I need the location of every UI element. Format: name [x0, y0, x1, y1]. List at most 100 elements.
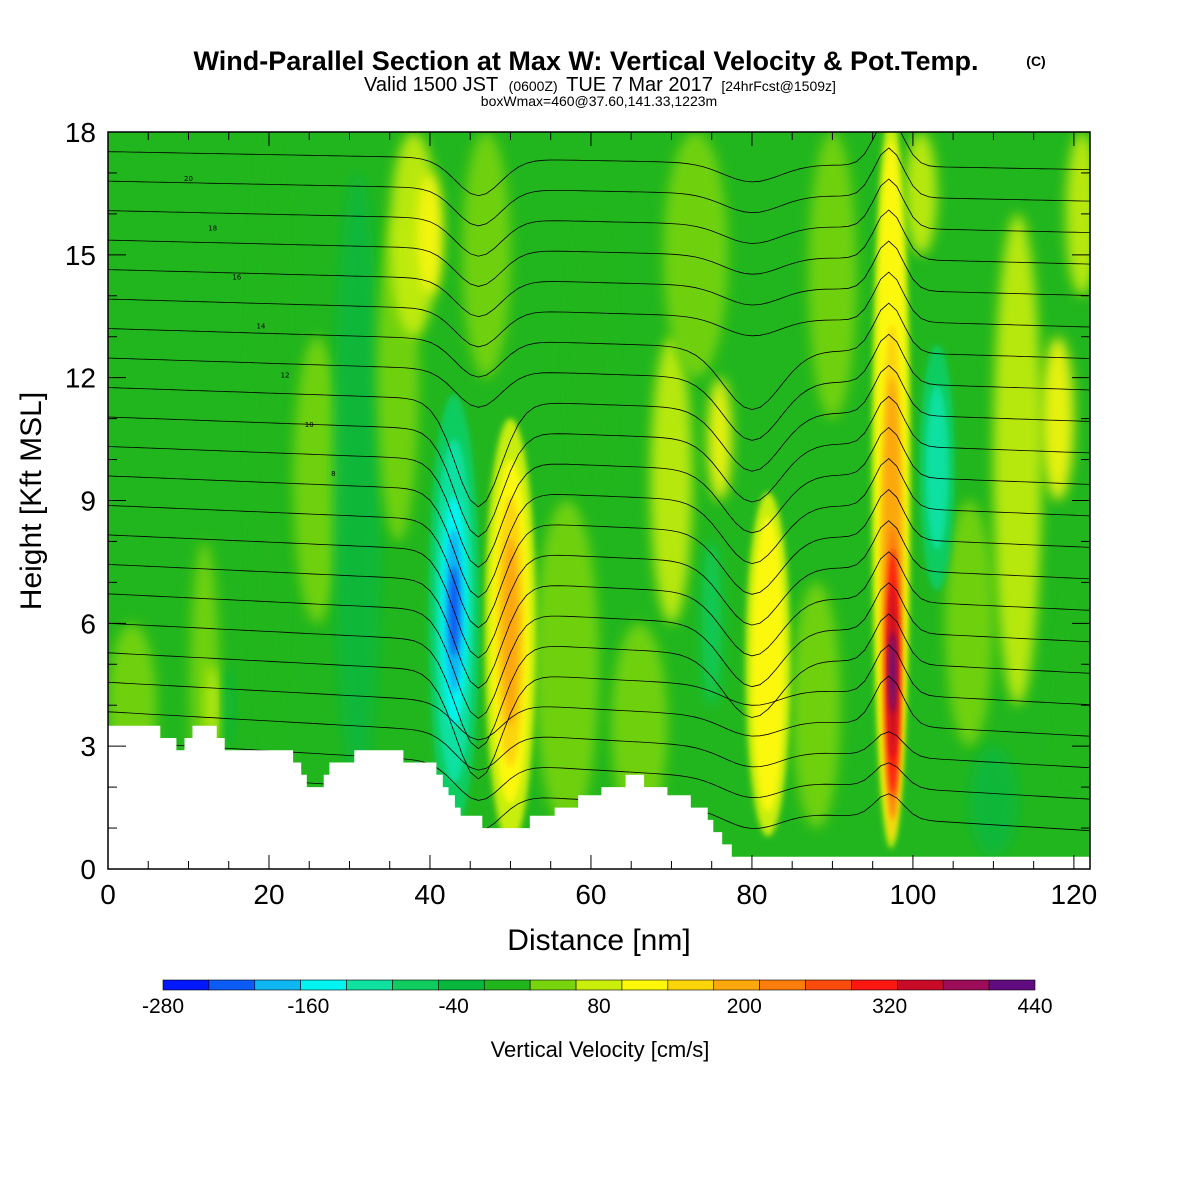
x-tick-label: 100	[890, 879, 937, 910]
copyright-mark: (C)	[1026, 53, 1045, 69]
theta-contour	[108, 711, 1090, 771]
colorbar-tick-label: -160	[287, 995, 329, 1018]
theta-contour-label: 12	[281, 372, 290, 380]
theta-contour	[108, 520, 1090, 659]
theta-contour	[108, 644, 1090, 780]
axes: 0 20 40 60 80 100 120 0 3 6 9 12 15 18	[65, 117, 1097, 910]
w-region	[1041, 336, 1074, 501]
colorbar-swatch	[254, 979, 301, 991]
theta-contour	[108, 551, 1090, 689]
y-axis-title: Height [Kft MSL]	[15, 392, 48, 610]
theta-contour	[108, 333, 1090, 441]
colorbar-swatch	[529, 979, 577, 991]
w-region	[223, 664, 234, 747]
valid-time: Valid 1500 JST	[364, 74, 498, 96]
w-region	[792, 582, 841, 829]
colorbar-swatch	[713, 979, 760, 991]
theta-contour-label: 16	[232, 273, 241, 281]
colorbar-swatch	[483, 979, 531, 991]
colorbar-swatch	[300, 979, 347, 991]
y-tick-label: 9	[80, 486, 96, 517]
colorbar-swatch	[162, 979, 210, 991]
theta-contour	[108, 302, 1090, 411]
x-tick-label: 40	[414, 879, 445, 910]
w-region	[1057, 582, 1090, 788]
colorbar-tick-label: 80	[587, 995, 610, 1018]
w-region	[707, 377, 732, 501]
valid-date: TUE 7 Mar 2017	[566, 74, 713, 96]
colorbar-title: Vertical Velocity [cm/s]	[491, 1037, 710, 1062]
theta-contour	[108, 147, 1090, 227]
theta-contour	[108, 132, 1090, 197]
w-region	[206, 664, 220, 747]
colorbar-tick-label: 440	[1017, 995, 1052, 1018]
x-tick-label: 0	[100, 879, 116, 910]
colorbar-swatch	[897, 979, 944, 991]
theta-contour	[108, 364, 1090, 508]
plot-area: 20 18 16 14 12 10 8	[108, 132, 1090, 869]
w-region	[969, 746, 1018, 857]
y-tick-label: 0	[80, 854, 96, 885]
colorbar-swatch	[438, 979, 485, 991]
colorbar-tick-label: -280	[142, 995, 184, 1018]
w-region	[945, 500, 994, 747]
w-region	[248, 132, 290, 747]
x-tick-label: 80	[736, 879, 767, 910]
w-region	[808, 132, 857, 419]
x-tick-label: 120	[1051, 879, 1098, 910]
theta-contour	[108, 240, 1090, 318]
chart-title: Wind-Parallel Section at Max W: Vertical…	[194, 46, 979, 76]
colorbar-swatch	[667, 979, 715, 991]
w-region	[650, 336, 693, 624]
colorbar-swatch	[575, 979, 623, 991]
terrain-fill	[108, 725, 1090, 869]
w-region	[462, 132, 511, 378]
theta-contour	[108, 613, 1090, 750]
box-max-info: boxWmax=460@37.60,141.33,1223m	[481, 93, 717, 109]
theta-contour-label: 14	[256, 323, 265, 331]
theta-contour	[108, 675, 1090, 741]
theta-contour	[108, 271, 1090, 348]
theta-contour	[108, 395, 1090, 538]
theta-contour-label: 10	[305, 421, 314, 429]
colorbar-swatch	[942, 979, 990, 991]
x-axis-title: Distance [nm]	[507, 924, 690, 957]
w-core	[751, 516, 785, 812]
x-tick-label: 60	[575, 879, 606, 910]
y-tick-label: 6	[80, 608, 96, 639]
w-region	[702, 541, 722, 706]
w-region	[993, 213, 1042, 706]
y-tick-label: 12	[65, 363, 96, 394]
theta-contour-label: 20	[184, 175, 193, 183]
theta-contour-label: 8	[331, 470, 335, 478]
w-region	[566, 213, 616, 501]
colorbar-swatch	[759, 979, 806, 991]
colorbar-swatch	[346, 979, 393, 991]
w-region	[534, 500, 599, 829]
theta-contour	[108, 426, 1090, 568]
colorbar-swatch	[208, 979, 256, 991]
colorbar: -280 -160 -40 80 200 320 440	[142, 979, 1053, 1018]
w-region	[611, 623, 668, 829]
colorbar-swatch	[392, 979, 439, 991]
y-tick-label: 15	[65, 240, 96, 271]
theta-contour	[108, 178, 1090, 257]
w-core	[925, 385, 949, 550]
colorbar-tick-label: 200	[727, 995, 762, 1018]
w-region	[293, 336, 342, 624]
x-tick-label: 20	[253, 879, 284, 910]
theta-contour	[108, 582, 1090, 719]
colorbar-tick-label: -40	[438, 995, 468, 1018]
theta-contour	[108, 489, 1090, 629]
y-tick-label: 18	[65, 117, 96, 148]
theta-contours: 20 18 16 14 12 10 8	[108, 132, 1090, 832]
colorbar-swatch	[805, 979, 852, 991]
w-region	[663, 132, 728, 378]
colorbar-swatch	[988, 979, 1036, 991]
valid-time-utc: (0600Z)	[509, 78, 558, 94]
terrain	[108, 725, 1090, 869]
y-tick-label: 3	[80, 731, 96, 762]
colorbar-swatch	[851, 979, 898, 991]
w-core	[889, 631, 897, 714]
w-region	[417, 172, 443, 296]
